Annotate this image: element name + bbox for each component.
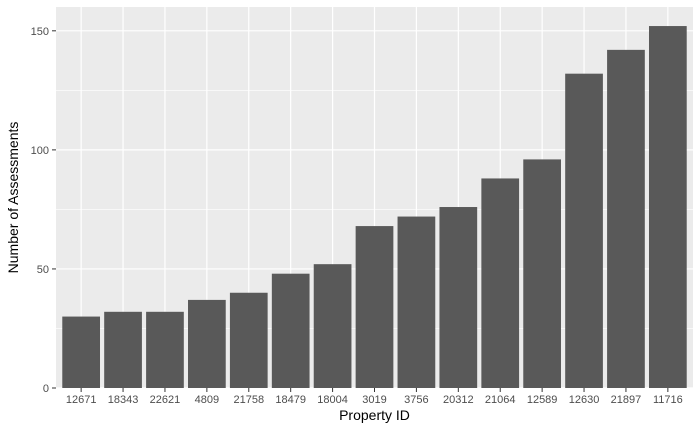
x-tick-label: 21897 bbox=[611, 394, 642, 406]
bars bbox=[62, 26, 687, 389]
x-tick-label: 12589 bbox=[527, 394, 558, 406]
y-tick-label: 50 bbox=[37, 264, 49, 276]
bar-21758 bbox=[229, 292, 268, 388]
y-tick-label: 150 bbox=[31, 26, 49, 38]
bar-21897 bbox=[607, 49, 645, 389]
bar-3019 bbox=[355, 226, 394, 388]
bar-4809 bbox=[188, 299, 226, 388]
bar-22621 bbox=[146, 311, 184, 388]
x-tick-label: 18004 bbox=[317, 394, 348, 406]
bar-12671 bbox=[62, 316, 101, 388]
x-tick-label: 21064 bbox=[485, 394, 516, 406]
bar-21064 bbox=[481, 178, 520, 388]
bar-12630 bbox=[565, 73, 603, 389]
y-tick-label: 100 bbox=[31, 145, 49, 157]
x-axis-title: Property ID bbox=[339, 407, 410, 423]
x-tick-label: 20312 bbox=[443, 394, 474, 406]
bar-20312 bbox=[439, 207, 478, 388]
x-axis: 12671 18343 22621 4809 21758 18479 18004 3019 37… bbox=[66, 388, 683, 406]
bar-18343 bbox=[104, 311, 142, 388]
x-tick-label: 11716 bbox=[653, 394, 683, 406]
x-tick-label: 18479 bbox=[275, 394, 306, 406]
x-tick-label: 3756 bbox=[404, 394, 428, 406]
bar-18479 bbox=[271, 273, 310, 388]
x-tick-label: 4809 bbox=[195, 394, 219, 406]
y-tick-label: 0 bbox=[43, 383, 49, 395]
x-tick-label: 12671 bbox=[66, 394, 97, 406]
x-tick-label: 21758 bbox=[233, 394, 264, 406]
y-axis-title: Number of Assessments bbox=[5, 122, 21, 274]
bar-3756 bbox=[397, 216, 436, 388]
x-tick-label: 18343 bbox=[108, 394, 139, 406]
bar-12589 bbox=[523, 159, 561, 388]
x-tick-label: 3019 bbox=[362, 394, 386, 406]
bar-18004 bbox=[313, 264, 352, 388]
y-axis: 0 50 100 150 bbox=[31, 26, 56, 395]
x-tick-label: 22621 bbox=[150, 394, 181, 406]
bar-11716 bbox=[648, 26, 687, 389]
x-tick-label: 12630 bbox=[569, 394, 600, 406]
